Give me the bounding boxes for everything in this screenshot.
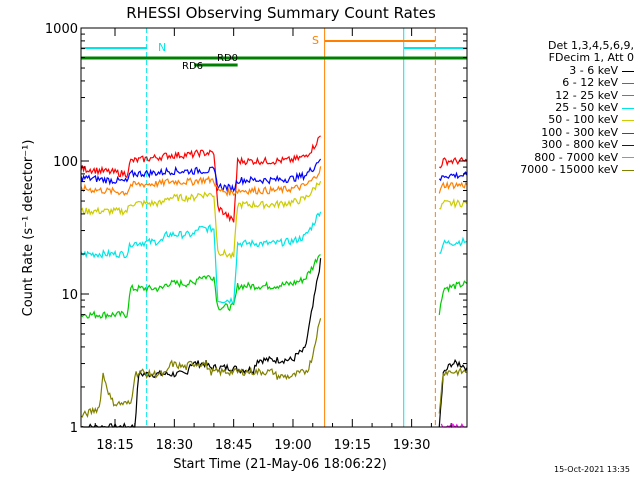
legend-swatch — [622, 132, 634, 134]
legend-entry-7: 800 - 7000 keV — [486, 150, 634, 164]
rd0-label: RD0 — [217, 53, 238, 64]
series-line-6 — [80, 158, 468, 193]
legend-swatch — [622, 144, 634, 146]
legend-label: 800 - 7000 keV — [534, 150, 618, 164]
legend-label: 3 - 6 keV — [569, 63, 618, 77]
legend-swatch — [622, 95, 634, 97]
legend-label: 50 - 100 keV — [548, 113, 618, 127]
legend-swatch — [622, 157, 634, 159]
y-axis-label: Count Rate (s⁻¹ detector⁻¹) — [21, 140, 36, 317]
saa-label: S — [312, 34, 319, 47]
legend-entry-8: 7000 - 15000 keV — [486, 163, 634, 177]
x-axis: 18:15 18:30 18:45 19:00 19:15 19:30 — [94, 28, 452, 453]
night-label: N — [158, 41, 166, 54]
series-line-8 — [80, 318, 468, 418]
legend-swatch — [622, 120, 634, 122]
x-tick-label-1: 18:30 — [156, 438, 193, 453]
x-tick-label-4: 19:15 — [334, 438, 371, 453]
y-tick-label-3: 1000 — [45, 22, 78, 37]
series-line-7 — [80, 166, 468, 198]
legend-entry-0: 3 - 6 keV — [486, 63, 634, 77]
legend-swatch — [622, 169, 634, 171]
plot-area — [80, 28, 468, 429]
legend-label: 25 - 50 keV — [555, 101, 618, 115]
legend-label: 300 - 800 keV — [541, 138, 618, 152]
series-line-2 — [80, 254, 468, 321]
plot-frame — [80, 27, 468, 428]
legend-label: 100 - 300 keV — [541, 125, 618, 139]
series-line-4 — [80, 180, 468, 260]
x-tick-label-5: 19:30 — [393, 438, 430, 453]
chart-title: RHESSI Observing Summary Count Rates — [126, 4, 436, 22]
y-tick-label-2: 100 — [53, 155, 78, 170]
x-tick-label-0: 18:15 — [96, 438, 133, 453]
y-tick-label-1: 10 — [61, 288, 78, 303]
legend-swatch — [622, 107, 634, 109]
series-line-3 — [80, 211, 468, 305]
legend-label: 6 - 12 keV — [562, 76, 618, 90]
legend-label: 12 - 25 keV — [555, 88, 618, 102]
series-line-5 — [80, 135, 468, 223]
y-tick-label-0: 1 — [70, 421, 78, 436]
legend-entry-1: 6 - 12 keV — [486, 76, 634, 90]
series-line-0 — [80, 258, 468, 428]
x-tick-label-3: 19:00 — [274, 438, 311, 453]
legend-header-detectors: Det 1,3,4,5,6,9, — [547, 39, 634, 52]
x-tick-label-2: 18:45 — [215, 438, 252, 453]
legend-entry-5: 100 - 300 keV — [486, 125, 634, 139]
generation-timestamp: 15-Oct-2021 13:35 — [554, 465, 630, 474]
legend-header-decimation: FDecim 1, Att 0 — [548, 51, 634, 65]
legend-entry-4: 50 - 100 keV — [486, 114, 634, 126]
legend-label: 7000 - 15000 keV — [520, 163, 618, 177]
legend-entry-6: 300 - 800 keV — [486, 138, 634, 152]
legend-entries: 3 - 6 keV 6 - 12 keV 12 - 25 keV 25 - 50 ke… — [486, 63, 634, 177]
legend-swatch — [622, 70, 634, 72]
rd6-label: RD6 — [182, 61, 203, 72]
y-axis: 1 10 100 1000 — [45, 22, 467, 436]
legend-entry-2: 12 - 25 keV — [486, 88, 634, 102]
legend: Det 1,3,4,5,6,9, FDecim 1, Att 0 3 - 6 k… — [486, 39, 634, 177]
legend-swatch — [622, 82, 634, 84]
x-axis-label: Start Time (21-May-06 18:06:22) — [173, 457, 387, 472]
legend-entry-3: 25 - 50 keV — [486, 101, 634, 115]
